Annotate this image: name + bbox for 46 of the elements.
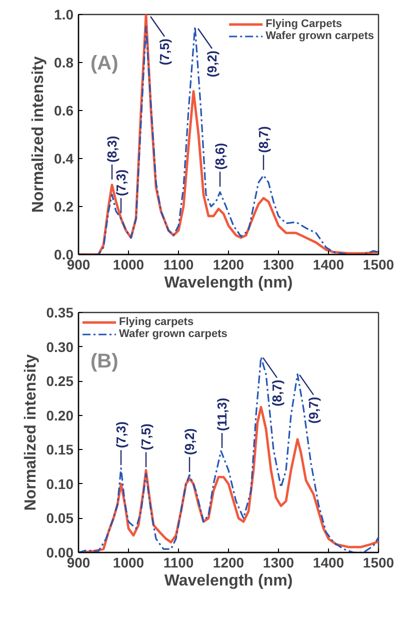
x-tick-label: 1400 bbox=[312, 554, 344, 570]
annotation: (9,2) bbox=[204, 50, 220, 78]
x-axis-title: Wavelength (nm) bbox=[164, 274, 293, 292]
y-tick-label: 0.05 bbox=[46, 510, 74, 526]
y-tick-label: 1.0 bbox=[54, 6, 74, 22]
annotation: (7,3) bbox=[114, 169, 128, 196]
y-tick-label: 0.4 bbox=[54, 150, 74, 166]
annotation: (8,7) bbox=[270, 380, 284, 406]
legend-label: Flying carpets bbox=[119, 316, 194, 328]
x-tick-label: 1000 bbox=[112, 554, 144, 570]
x-tick-label: 1100 bbox=[163, 256, 194, 272]
annotation: (7,3) bbox=[114, 421, 128, 448]
x-tick-label: 1200 bbox=[212, 554, 244, 570]
legend-label: Flying Carpets bbox=[266, 18, 342, 30]
y-tick-label: 0.8 bbox=[54, 54, 74, 70]
x-tick-label: 1000 bbox=[112, 256, 144, 272]
y-tick-label: 0.6 bbox=[54, 102, 74, 118]
x-tick-label: 1200 bbox=[212, 256, 244, 272]
annotation: (9,2) bbox=[182, 428, 197, 456]
x-tick-label: 1400 bbox=[312, 256, 344, 272]
y-tick-label: 0.10 bbox=[46, 476, 74, 492]
annotation: (A) bbox=[90, 52, 118, 74]
annotation: (9,7) bbox=[306, 396, 321, 424]
y-tick-label: 0.2 bbox=[54, 198, 74, 214]
annotation: (8,7) bbox=[256, 126, 271, 153]
annotation: (7,5) bbox=[157, 38, 172, 66]
legend-label: Wafer grown carpets bbox=[266, 30, 374, 42]
y-tick-label: 0.30 bbox=[46, 338, 74, 355]
y-tick-label: 0.25 bbox=[46, 373, 74, 390]
x-axis-title: Wavelength (nm) bbox=[164, 572, 293, 590]
x-tick-label: 1300 bbox=[262, 256, 294, 272]
annotation: (B) bbox=[90, 350, 118, 372]
annotation: (7,5) bbox=[138, 423, 154, 450]
y-axis-title: Normalized intensity bbox=[30, 56, 48, 213]
x-tick-label: 1100 bbox=[163, 554, 194, 570]
y-tick-label: 0.20 bbox=[46, 407, 74, 424]
x-tick-label: 1500 bbox=[362, 554, 394, 570]
annotation: (8,3) bbox=[104, 136, 120, 162]
annotation: (8,6) bbox=[212, 142, 228, 170]
y-tick-label: 0.35 bbox=[46, 304, 74, 320]
x-tick-label: 1300 bbox=[262, 554, 294, 570]
y-axis-title: Normalized intensity bbox=[22, 354, 40, 511]
annotation: (11,3) bbox=[214, 398, 230, 432]
legend-label: Wafer grown carpets bbox=[119, 328, 228, 340]
x-tick-label: 1500 bbox=[362, 256, 394, 272]
y-tick-label: 0.15 bbox=[46, 442, 74, 458]
